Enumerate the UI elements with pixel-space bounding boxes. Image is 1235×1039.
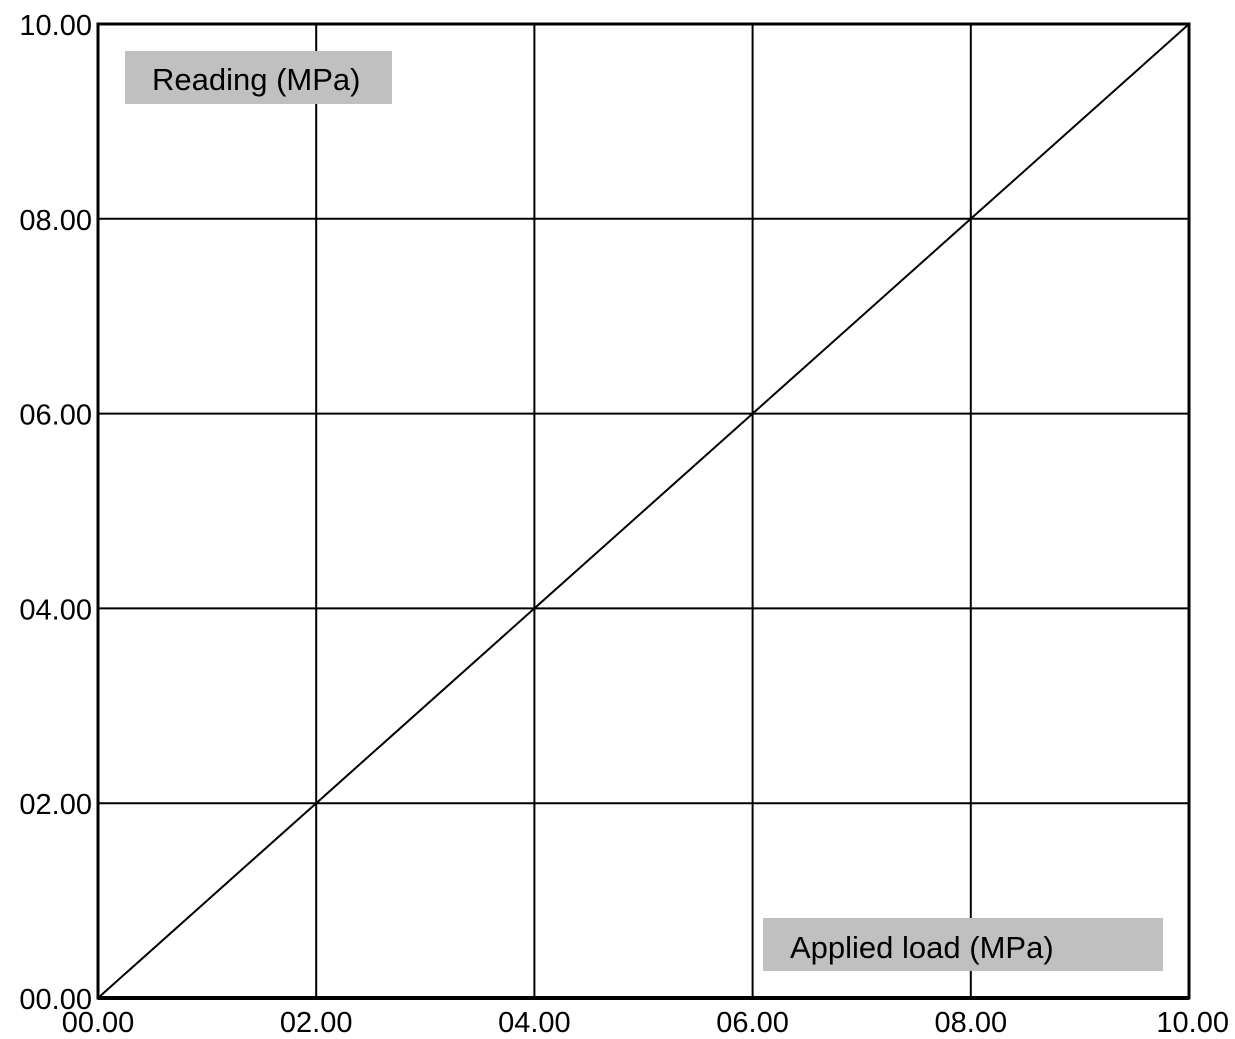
y-tick-label: 08.00 [19, 205, 92, 237]
y-tick-label: 04.00 [19, 594, 92, 626]
x-axis-label: Applied load (MPa) [763, 918, 1163, 971]
y-tick-label: 06.00 [19, 400, 92, 432]
x-tick-labels: 00.00 02.00 04.00 06.00 08.00 10.00 [62, 1007, 1229, 1039]
y-tick-label: 00.00 [19, 984, 92, 1016]
y-axis-label: Reading (MPa) [125, 51, 392, 104]
x-tick-label: 02.00 [280, 1007, 353, 1039]
x-tick-label: 10.00 [1156, 1007, 1229, 1039]
series-line [97, 23, 1190, 999]
x-tick-label: 08.00 [935, 1007, 1008, 1039]
x-tick-label: 06.00 [716, 1007, 789, 1039]
x-tick-label: 00.00 [62, 1007, 135, 1039]
x-axis-label-box [763, 918, 1163, 971]
x-axis-label-text: Applied load (MPa) [790, 930, 1054, 965]
y-axis-label-box [125, 51, 392, 104]
y-tick-labels: 00.00 02.00 04.00 06.00 08.00 10.00 [19, 10, 92, 1016]
y-axis-label-text: Reading (MPa) [152, 62, 360, 97]
y-tick-label: 10.00 [19, 10, 92, 42]
x-tick-label: 04.00 [498, 1007, 571, 1039]
series-layer [97, 23, 1190, 999]
y-tick-label: 02.00 [19, 789, 92, 821]
